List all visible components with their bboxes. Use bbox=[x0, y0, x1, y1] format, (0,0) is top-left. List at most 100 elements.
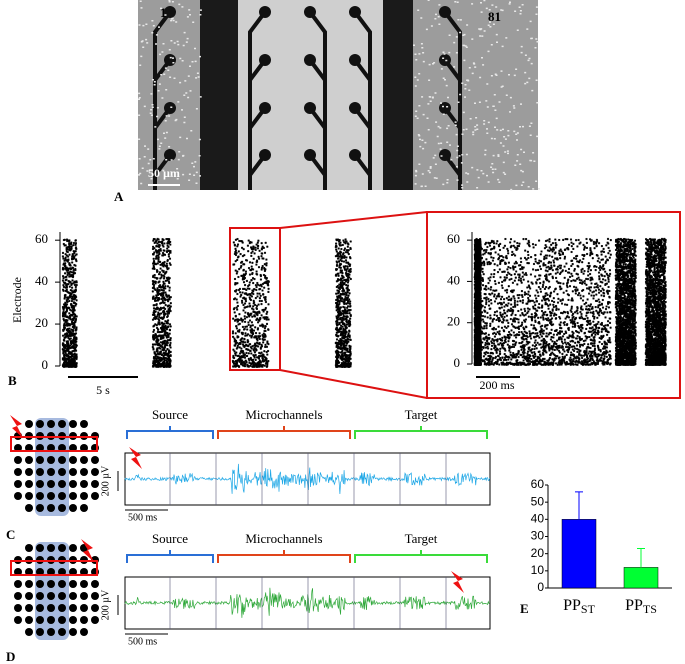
electrode-dot bbox=[69, 592, 77, 600]
segment-label: Microchannels bbox=[245, 531, 322, 546]
electrode-trace bbox=[308, 106, 327, 190]
panel-label: C bbox=[6, 527, 15, 542]
electrode-dot bbox=[80, 468, 88, 476]
zoom-box bbox=[229, 227, 281, 371]
category-main: PP bbox=[563, 597, 581, 614]
electrode-dot bbox=[25, 456, 33, 464]
microchannel bbox=[35, 418, 69, 516]
electrode-dot bbox=[14, 592, 22, 600]
error-bar bbox=[575, 491, 583, 520]
electrode-trace bbox=[443, 153, 462, 190]
electrode-trace bbox=[353, 153, 372, 190]
electrode-dot bbox=[80, 480, 88, 488]
x-tick-label: PPTS bbox=[625, 597, 657, 616]
electrode-dot bbox=[80, 592, 88, 600]
y-tick-label: 50 bbox=[531, 494, 545, 508]
electrode-dot bbox=[58, 456, 66, 464]
electrode-number: 81 bbox=[488, 9, 501, 24]
electrode-dot bbox=[47, 580, 55, 588]
electrode-dot bbox=[47, 616, 55, 624]
x-tick-label: PPST bbox=[563, 597, 595, 616]
electrode-dot bbox=[58, 592, 66, 600]
scale-bar-label: 200 µV bbox=[100, 465, 111, 496]
electrode bbox=[439, 6, 451, 18]
electrode-dot bbox=[36, 492, 44, 500]
electrode-dot bbox=[80, 628, 88, 636]
electrode-dot bbox=[80, 616, 88, 624]
electrode-dot bbox=[47, 468, 55, 476]
electrode-trace bbox=[153, 106, 172, 190]
electrode-dot bbox=[14, 604, 22, 612]
bracket bbox=[354, 550, 488, 563]
electrode-dot bbox=[91, 592, 99, 600]
electrode-dot bbox=[58, 616, 66, 624]
bracket bbox=[126, 550, 214, 563]
spike-raster bbox=[473, 237, 667, 366]
electrode-dot bbox=[91, 616, 99, 624]
bracket bbox=[217, 550, 351, 563]
electrode-trace bbox=[443, 106, 462, 190]
electrode-trace bbox=[308, 153, 327, 190]
electrode-dot bbox=[14, 468, 22, 476]
stimulus-bolt bbox=[129, 447, 142, 469]
y-tick-label: 20 bbox=[531, 546, 545, 560]
bracket bbox=[126, 426, 214, 439]
electrode-dot bbox=[58, 604, 66, 612]
y-tick-label: 20 bbox=[35, 315, 48, 330]
electrode bbox=[439, 54, 451, 66]
electrode bbox=[259, 54, 271, 66]
electrode-dot bbox=[25, 628, 33, 636]
electrode-dot bbox=[47, 456, 55, 464]
electrode-dot bbox=[36, 628, 44, 636]
electrode-dot bbox=[69, 492, 77, 500]
electrode-dot bbox=[14, 480, 22, 488]
y-tick-label: 10 bbox=[531, 563, 545, 577]
electrode-dot bbox=[25, 468, 33, 476]
electrode bbox=[349, 54, 361, 66]
electrode-dot bbox=[69, 604, 77, 612]
electrode-dot bbox=[58, 544, 66, 552]
electrode-dot bbox=[14, 492, 22, 500]
electrode-dot bbox=[14, 616, 22, 624]
zoom-line bbox=[279, 369, 428, 399]
electrode-dot bbox=[58, 492, 66, 500]
electrode bbox=[304, 54, 316, 66]
electrode-dot bbox=[25, 616, 33, 624]
stimulus-bolt bbox=[451, 571, 464, 593]
electrode-dot bbox=[69, 628, 77, 636]
stim-row bbox=[10, 436, 98, 452]
voltage-trace bbox=[124, 587, 490, 618]
scale-bar-label: 5 s bbox=[96, 383, 110, 397]
electrode-dot bbox=[80, 420, 88, 428]
electrode-dot bbox=[47, 420, 55, 428]
electrode-dot bbox=[91, 456, 99, 464]
panel-label: A bbox=[114, 189, 124, 204]
electrode-trace bbox=[248, 153, 267, 190]
electrode-dot bbox=[25, 544, 33, 552]
electrode-dot bbox=[58, 580, 66, 588]
category-sub: TS bbox=[643, 602, 657, 616]
electrode-dot bbox=[36, 420, 44, 428]
electrode-dot bbox=[25, 504, 33, 512]
electrode-dot bbox=[69, 456, 77, 464]
electrode-dot bbox=[58, 420, 66, 428]
electrode bbox=[349, 102, 361, 114]
electrode-dot bbox=[80, 504, 88, 512]
electrode-dot bbox=[91, 580, 99, 588]
electrode-dot bbox=[80, 580, 88, 588]
stimulus-bolt bbox=[10, 415, 23, 438]
y-tick-label: 60 bbox=[447, 231, 460, 246]
electrode bbox=[349, 149, 361, 161]
segment-label: Microchannels bbox=[245, 407, 322, 422]
electrode-dot bbox=[91, 468, 99, 476]
electrode-trace bbox=[248, 106, 267, 190]
electrode bbox=[164, 102, 176, 114]
electrode bbox=[304, 149, 316, 161]
electrode-dot bbox=[80, 604, 88, 612]
bar bbox=[623, 567, 659, 589]
electrode-dot bbox=[80, 456, 88, 464]
electrode-dot bbox=[14, 456, 22, 464]
stimulus-bolt bbox=[81, 539, 94, 562]
electrode bbox=[164, 6, 176, 18]
